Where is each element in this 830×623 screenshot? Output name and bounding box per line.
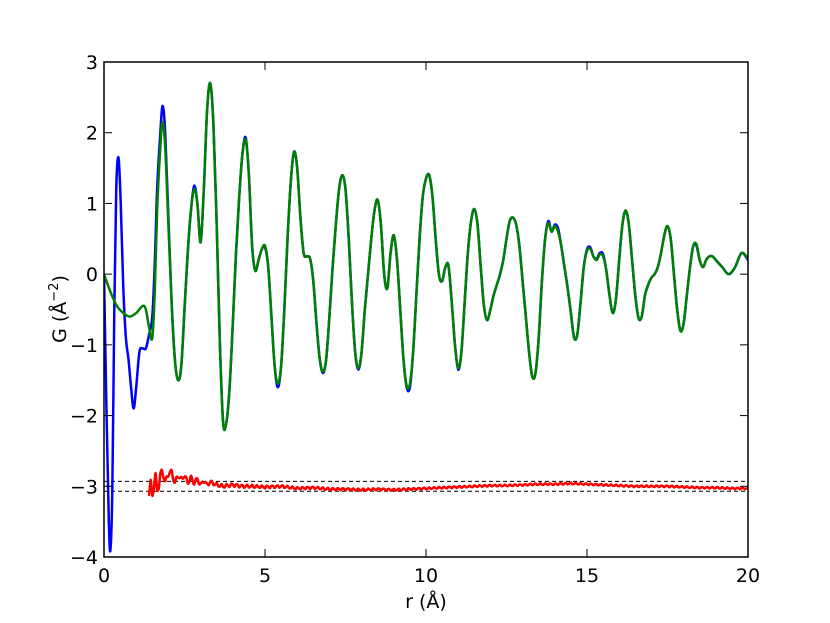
series-line-2: [147, 468, 748, 498]
y-tick-label: −2: [70, 406, 98, 428]
x-axis-label: r (Å): [405, 590, 447, 613]
x-tick-label: 5: [259, 565, 271, 587]
y-tick-label: 1: [86, 193, 98, 215]
y-tick-label: −4: [70, 547, 98, 569]
x-tick-label: 10: [414, 565, 438, 587]
y-tick-label: 3: [86, 52, 98, 74]
x-tick-label: 20: [736, 565, 760, 587]
axis-ticks: 0 5 10 15 20 −4 −3 −2 −1 0 1 2 3: [70, 52, 760, 587]
series-line-1: [104, 81, 748, 432]
y-tick-label: −1: [70, 335, 98, 357]
x-tick-label: 15: [575, 565, 599, 587]
y-axis-label-main: G (Å: [48, 302, 71, 343]
y-tick-label: 2: [86, 123, 98, 145]
y-tick-label: 0: [86, 264, 98, 286]
y-axis-label: G (Å−2): [47, 275, 71, 343]
y-axis-label-exponent: −2: [47, 283, 62, 302]
y-axis-label-close: ): [49, 275, 71, 282]
x-tick-label: 0: [98, 565, 110, 587]
series-layer: [104, 81, 748, 553]
y-tick-label: −3: [70, 476, 98, 498]
